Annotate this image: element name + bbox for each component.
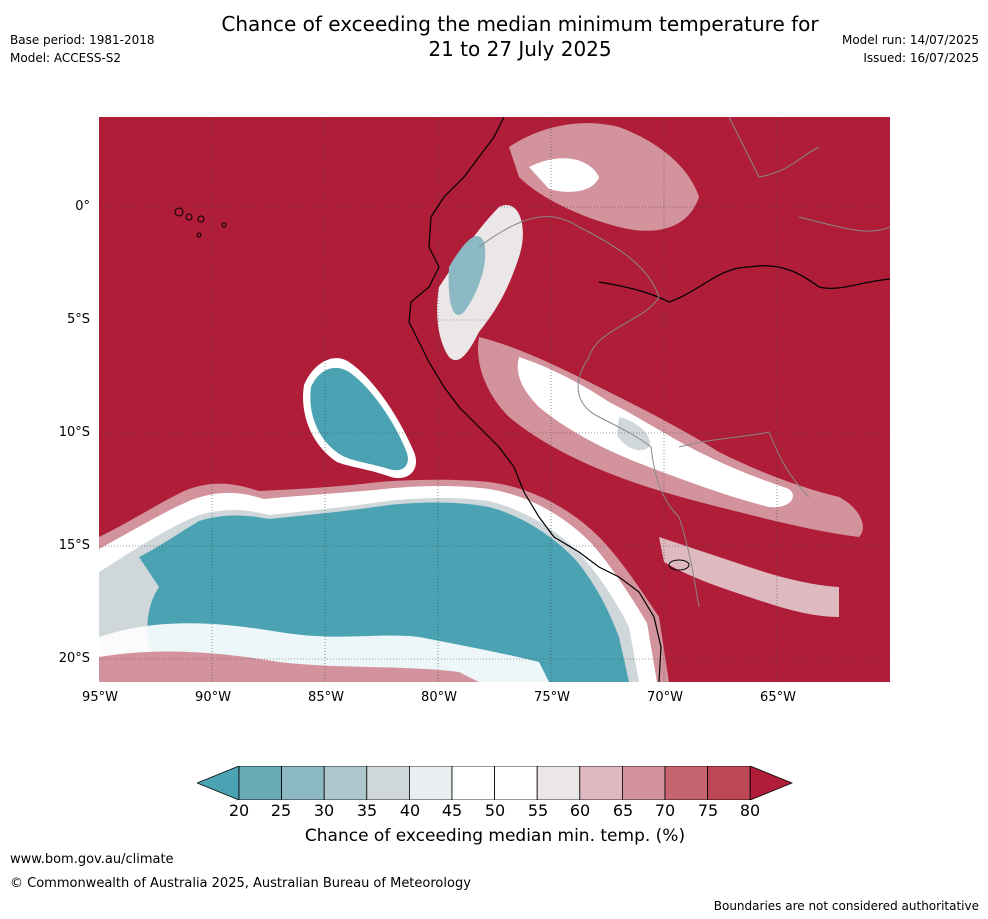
website-link[interactable]: www.bom.gov.au/climate [10, 852, 174, 867]
cb-tick-20: 20 [228, 801, 250, 820]
lake-titicaca [668, 559, 690, 571]
lon-label-85w: 85°W [308, 690, 344, 705]
lat-label-10s: 10°S [58, 425, 90, 440]
lon-label-90w: 90°W [195, 690, 231, 705]
colorbar-segment [366, 766, 410, 800]
lat-label-15s: 15°S [58, 538, 90, 553]
coastline [408, 117, 662, 682]
cb-tick-80: 80 [739, 801, 761, 820]
map-canvas [99, 117, 890, 682]
galapagos-islands [174, 207, 227, 238]
colorbar-arrow-low [197, 766, 240, 800]
model-name: Model: ACCESS-S2 [10, 51, 122, 65]
cb-tick-55: 55 [527, 801, 549, 820]
colorbar-segment [621, 766, 666, 800]
colorbar [197, 766, 793, 800]
ocean-low-zone [99, 479, 669, 682]
cb-tick-60: 60 [569, 801, 591, 820]
title-line-1: Chance of exceeding the median minimum t… [221, 12, 819, 36]
issued-date: Issued: 16/07/2025 [863, 51, 979, 65]
lon-label-75w: 75°W [534, 690, 570, 705]
colorbar-segment [323, 766, 368, 800]
colorbar-segment [281, 766, 325, 800]
meta-left: Base period: 1981-2018 Model: ACCESS-S2 [10, 31, 155, 67]
copyright-text: © Commonwealth of Australia 2025, Austra… [10, 876, 471, 891]
forecast-map [99, 117, 890, 682]
cb-tick-45: 45 [441, 801, 463, 820]
cb-tick-35: 35 [356, 801, 378, 820]
meta-right: Model run: 14/07/2025 Issued: 16/07/2025 [842, 31, 979, 67]
colorbar-segment [579, 766, 623, 800]
disclaimer-text: Boundaries are not considered authoritat… [713, 899, 979, 913]
map-title: Chance of exceeding the median minimum t… [170, 12, 870, 62]
lon-label-65w: 65°W [760, 690, 796, 705]
colorbar-segment [238, 766, 282, 800]
colorbar-segment [707, 766, 751, 800]
cb-tick-40: 40 [399, 801, 421, 820]
andes-mixed-zone [437, 123, 863, 617]
cb-tick-75: 75 [697, 801, 719, 820]
lat-label-0: 0° [75, 199, 90, 214]
cb-tick-30: 30 [313, 801, 335, 820]
map-gridlines [99, 117, 890, 682]
cb-tick-50: 50 [484, 801, 506, 820]
lat-label-20s: 20°S [58, 651, 90, 666]
amazon-river [598, 265, 890, 303]
colorbar-title: Chance of exceeding median min. temp. (%… [304, 826, 686, 846]
offshore-low-zone [303, 358, 417, 479]
colorbar-segment [408, 766, 453, 800]
title-line-2: 21 to 27 July 2025 [428, 37, 612, 61]
cb-tick-25: 25 [270, 801, 292, 820]
colorbar-arrow-high [749, 766, 793, 800]
colorbar-segment [451, 766, 495, 800]
lon-label-80w: 80°W [421, 690, 457, 705]
colorbar-segment [536, 766, 581, 800]
base-period: Base period: 1981-2018 [10, 33, 155, 47]
national-borders [478, 117, 890, 608]
lon-label-70w: 70°W [647, 690, 683, 705]
cb-tick-65: 65 [612, 801, 634, 820]
colorbar-segment [664, 766, 708, 800]
model-run: Model run: 14/07/2025 [841, 33, 979, 47]
cb-tick-70: 70 [654, 801, 676, 820]
colorbar-segment [494, 766, 538, 800]
lon-label-95w: 95°W [82, 690, 118, 705]
lat-label-5s: 5°S [66, 312, 90, 327]
